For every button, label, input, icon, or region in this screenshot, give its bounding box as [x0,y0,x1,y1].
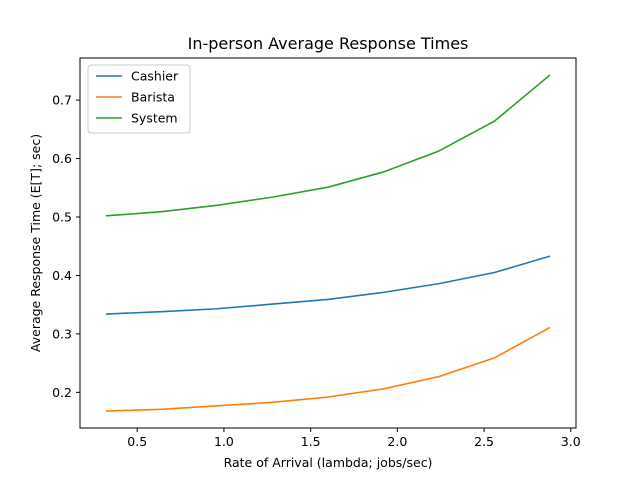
series-line-barista [105,326,551,412]
axis-ticks: 0.5 1.0 1.5 2.0 2.5 3.0 0.2 0.3 0.4 0.5 0.6 0.7 [52,93,581,449]
y-tick-label: 0.7 [52,93,72,108]
legend-label-barista: Barista [131,90,175,105]
legend-label-cashier: Cashier [131,69,179,84]
x-tick-label: 2.5 [474,434,494,449]
y-tick-label: 0.3 [52,326,72,341]
legend-label-system: System [131,111,178,126]
legend-box [87,64,191,134]
legend: Cashier Barista System [87,64,191,134]
y-tick-label: 0.6 [52,151,72,166]
x-axis-label: Rate of Arrival (lambda; jobs/sec) [224,455,433,470]
x-tick-label: 0.5 [127,434,147,449]
chart-title: In-person Average Response Times [188,34,469,53]
series-line-cashier [105,255,551,315]
y-tick-label: 0.5 [52,209,72,224]
plot-area [105,74,551,412]
axes-frame [79,57,577,429]
x-tick-label: 3.0 [561,434,581,449]
y-axis-label: Average Response Time (E[T]; sec) [28,134,43,352]
x-tick-label: 1.5 [301,434,321,449]
y-tick-label: 0.2 [52,385,72,400]
series-line-system [105,74,551,217]
x-tick-label: 1.0 [214,434,234,449]
y-tick-label: 0.4 [52,268,72,283]
x-tick-label: 2.0 [387,434,407,449]
